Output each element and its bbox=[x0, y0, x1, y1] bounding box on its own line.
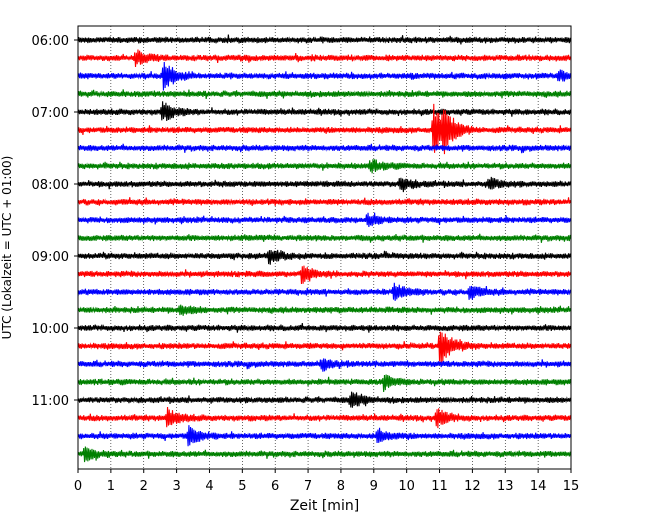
x-axis-label: Zeit [min] bbox=[290, 498, 359, 514]
x-tick-label: 1 bbox=[107, 479, 115, 494]
plot-frame bbox=[77, 25, 572, 470]
seismic-trace bbox=[77, 374, 572, 392]
x-tick-label: 5 bbox=[238, 479, 246, 494]
y-tick-label: 06:00 bbox=[32, 34, 69, 49]
seismic-trace bbox=[77, 331, 572, 366]
seismic-trace bbox=[77, 358, 572, 372]
x-tick-label: 3 bbox=[172, 479, 180, 494]
traces bbox=[77, 34, 572, 463]
seismic-trace bbox=[77, 89, 572, 99]
y-tick-label: 09:00 bbox=[32, 250, 69, 265]
seismic-trace bbox=[77, 406, 572, 429]
seismic-trace bbox=[77, 143, 572, 154]
y-axis: 06:00 07:00 08:00 09:00 10:00 11:00 bbox=[32, 34, 78, 409]
seismic-trace bbox=[77, 176, 572, 193]
x-tick-label: 15 bbox=[563, 479, 580, 494]
seismic-trace bbox=[77, 391, 572, 408]
seismic-trace bbox=[77, 101, 572, 122]
x-tick-label: 2 bbox=[140, 479, 148, 494]
seismic-trace bbox=[77, 49, 572, 68]
x-tick-label: 10 bbox=[398, 479, 415, 494]
seismic-trace bbox=[77, 103, 572, 155]
y-tick-label: 10:00 bbox=[32, 322, 69, 337]
x-tick-label: 12 bbox=[464, 479, 481, 494]
x-tick-label: 4 bbox=[205, 479, 213, 494]
seismic-trace bbox=[77, 282, 572, 301]
x-tick-label: 14 bbox=[530, 479, 547, 494]
seismic-trace bbox=[77, 212, 572, 228]
y-tick-label: 11:00 bbox=[32, 394, 69, 409]
seismic-trace bbox=[77, 34, 572, 45]
x-tick-label: 13 bbox=[497, 479, 514, 494]
x-tick-label: 11 bbox=[431, 479, 448, 494]
seismic-trace bbox=[77, 197, 572, 207]
seismic-trace bbox=[77, 425, 572, 447]
x-axis: 0 1 2 3 4 5 6 7 8 9 10 11 12 13 14 15 bbox=[74, 469, 579, 494]
grid-lines bbox=[110, 26, 539, 469]
seismic-trace bbox=[77, 304, 572, 316]
seismic-trace bbox=[77, 249, 572, 265]
seismic-trace bbox=[77, 62, 572, 91]
seismic-trace bbox=[77, 322, 572, 333]
y-axis-label: UTC (Lokalzeit = UTC + 01:00) bbox=[0, 156, 14, 340]
x-tick-label: 6 bbox=[271, 479, 279, 494]
x-tick-label: 7 bbox=[304, 479, 312, 494]
seismic-trace bbox=[77, 446, 572, 463]
seismic-trace bbox=[77, 233, 572, 243]
seismic-trace bbox=[77, 159, 572, 174]
y-tick-label: 08:00 bbox=[32, 178, 69, 193]
x-tick-label: 0 bbox=[74, 479, 82, 494]
seismic-trace bbox=[77, 265, 572, 284]
y-tick-label: 07:00 bbox=[32, 106, 69, 121]
x-tick-label: 8 bbox=[337, 479, 345, 494]
x-tick-label: 9 bbox=[370, 479, 378, 494]
